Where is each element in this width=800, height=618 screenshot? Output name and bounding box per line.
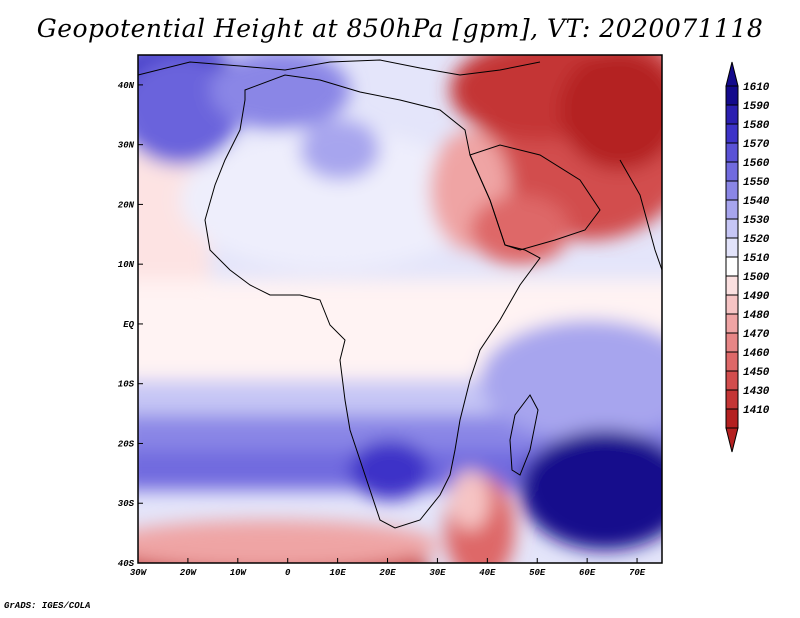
lon-label: 0 [285, 568, 291, 578]
lat-label: 20N [118, 200, 135, 210]
arabia-coastline [469, 144, 601, 251]
colorbar-label: 1430 [743, 386, 770, 398]
lon-label: 70E [629, 568, 646, 578]
colorbar-label: 1460 [743, 348, 770, 360]
colorbar-label: 1530 [743, 215, 770, 227]
lon-label: 10E [330, 568, 347, 578]
lat-label: 20S [118, 439, 135, 449]
map-title: Geopotential Height at 850hPa [gpm], VT:… [36, 14, 764, 43]
colorbar-box [725, 180, 739, 201]
colorbar-label: 1550 [743, 177, 770, 189]
europe-coastline [138, 59, 541, 76]
colorbar-label: 1490 [743, 291, 770, 303]
lon-label: 10W [230, 568, 248, 578]
colorbar-box [725, 199, 739, 220]
colorbar-box [725, 313, 739, 334]
lat-label: EQ [123, 320, 134, 330]
lat-label: 10N [118, 260, 135, 270]
colorbar-box [725, 104, 739, 125]
lon-label: 40E [479, 568, 496, 578]
colorbar-box [725, 370, 739, 391]
coastlines [138, 59, 662, 529]
india-coastline [619, 159, 662, 271]
lon-label: 30W [130, 568, 148, 578]
lon-label: 20W [180, 568, 198, 578]
colorbar-bottom-arrow [725, 427, 739, 453]
colorbar-box [725, 332, 739, 353]
colorbar-box [725, 218, 739, 239]
colorbar-label: 1580 [743, 120, 770, 132]
lat-label: 30N [118, 141, 135, 151]
colorbar-label: 1610 [743, 82, 770, 94]
colorbar-box [725, 275, 739, 296]
lat-label: 10S [118, 380, 135, 390]
lon-label: 50E [529, 568, 546, 578]
grads-credit: GrADS: IGES/COLA [4, 601, 91, 611]
colorbar-box [725, 142, 739, 163]
colorbar-box [725, 351, 739, 372]
height-field [138, 55, 662, 563]
colorbar-box [725, 408, 739, 429]
lat-label: 40S [118, 559, 135, 569]
colorbar: 1610 1590 1580 1570 1560 1550 1540 1530 1520 1510… [725, 61, 770, 453]
africa-coastline [204, 74, 541, 529]
colorbar-label: 1590 [743, 101, 770, 113]
colorbar-label: 1480 [743, 310, 770, 322]
lat-label: 40N [118, 81, 135, 91]
colorbar-label: 1500 [743, 272, 770, 284]
colorbar-label: 1510 [743, 253, 770, 265]
colorbar-label: 1560 [743, 158, 770, 170]
colorbar-box [725, 256, 739, 277]
colorbar-box [725, 389, 739, 410]
colorbar-label: 1450 [743, 367, 770, 379]
colorbar-box [725, 237, 739, 258]
lon-label: 20E [379, 568, 396, 578]
lon-label: 60E [579, 568, 596, 578]
colorbar-box [725, 161, 739, 182]
lon-label: 30E [429, 568, 446, 578]
colorbar-label: 1520 [743, 234, 770, 246]
colorbar-top-arrow [725, 61, 739, 87]
colorbar-label: 1410 [743, 405, 770, 417]
plot-frame [137, 54, 663, 564]
colorbar-label: 1470 [743, 329, 770, 341]
colorbar-box [725, 123, 739, 144]
colorbar-label: 1540 [743, 196, 770, 208]
lat-label: 30S [118, 499, 135, 509]
madagascar-coastline [509, 394, 539, 476]
colorbar-box [725, 85, 739, 106]
colorbar-box [725, 294, 739, 315]
colorbar-label: 1570 [743, 139, 770, 151]
